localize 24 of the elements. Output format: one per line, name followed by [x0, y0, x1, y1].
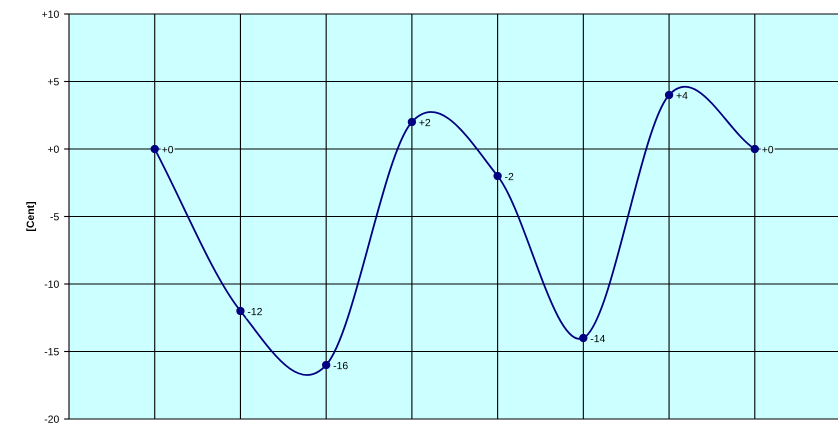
y-tick-label: +0	[48, 146, 59, 153]
y-tick-label: +5	[48, 78, 59, 86]
data-label: +0	[162, 146, 174, 154]
point	[750, 144, 759, 154]
y-tick-label: +10	[42, 10, 59, 18]
point	[322, 360, 330, 370]
point	[408, 118, 416, 126]
data-label: +0	[762, 146, 774, 154]
point	[664, 90, 674, 100]
y-tick-label: -5	[50, 213, 59, 220]
point	[579, 334, 588, 342]
point	[493, 172, 502, 180]
data-label: -12	[248, 308, 262, 316]
data-label: -2	[505, 172, 514, 180]
data-label: +4	[676, 92, 688, 100]
point	[150, 144, 159, 154]
point	[236, 306, 245, 316]
data-label: +2	[419, 118, 430, 126]
data-label: -14	[590, 335, 606, 342]
y-tick-label: -20	[44, 416, 59, 423]
data-label: -16	[334, 362, 348, 370]
y-axis-title: [Cent]	[26, 202, 36, 231]
y-tick-label: -10	[44, 280, 59, 288]
y-tick-label: -15	[44, 348, 59, 356]
